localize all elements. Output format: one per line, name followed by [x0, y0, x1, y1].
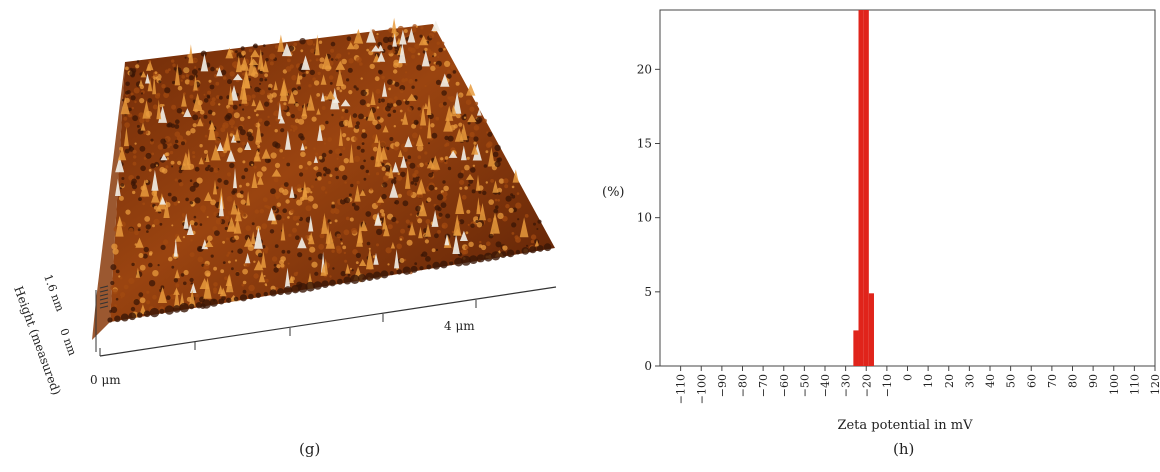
x-tick-label: −100 [695, 374, 708, 404]
afm-surface-side [92, 62, 125, 340]
plot-frame [659, 9, 1156, 367]
x-tick-label: −80 [737, 374, 750, 397]
y-tick-label: 15 [637, 137, 652, 151]
caption-h: (h) [893, 440, 915, 458]
caption-g: (g) [299, 440, 321, 458]
x-tick-label: −40 [819, 374, 832, 397]
y-tick-label: 0 [644, 359, 652, 373]
x-tick-label: 20 [943, 374, 956, 388]
x-tick-label: 10 [922, 374, 935, 388]
bar [858, 10, 864, 366]
x-tick-label: 30 [963, 374, 976, 388]
x-tick-label: −70 [757, 374, 770, 397]
x-tick-label: 120 [1149, 374, 1160, 395]
x-tick-label: 40 [984, 374, 997, 388]
y-axis-label: (%) [602, 185, 625, 200]
afm-x-axis [99, 286, 557, 357]
y-tick-label: 20 [637, 62, 652, 76]
x-tick-label: 50 [1005, 374, 1018, 388]
x-tick-label: −30 [840, 374, 853, 397]
bar [868, 293, 874, 366]
bar-series [853, 10, 874, 366]
x-tick-label: 100 [1108, 374, 1121, 395]
y-tick-label: 5 [644, 285, 652, 299]
afm-surface-texture [107, 17, 552, 323]
x-tick-label: 90 [1087, 374, 1100, 388]
x-tick-label: −110 [675, 374, 688, 404]
x-axis-ticks: −110 −100 −90 −80 −70 −60 −50 −40 −30 −20 −10 0 10 20… [675, 366, 1160, 404]
height-scale-ticks [99, 285, 109, 309]
x-tick-label: 110 [1128, 374, 1141, 395]
chart-frame [659, 9, 1156, 367]
x-tick-label: −10 [881, 374, 894, 397]
x-tick-label: −50 [798, 374, 811, 397]
afm-x-tick-label-0: 0 μm [90, 373, 121, 387]
y-tick-label: 10 [637, 211, 652, 225]
afm-surface-panel: 0 μm 4 μm 1.6 nm 0 nm Height (measured) [11, 17, 557, 397]
x-tick-label: 70 [1046, 374, 1059, 388]
x-tick-label: −90 [716, 374, 729, 397]
afm-x-tick-label-4: 4 μm [444, 319, 475, 333]
x-tick-label: 0 [902, 374, 915, 381]
x-tick-label: 80 [1067, 374, 1080, 388]
x-tick-label: 60 [1025, 374, 1038, 388]
x-axis-label: Zeta potential in mV [837, 418, 973, 433]
bar [853, 330, 859, 366]
x-tick-label: −20 [860, 374, 873, 397]
x-tick-label: −60 [778, 374, 791, 397]
y-axis-ticks: 0 5 10 15 20 [637, 62, 660, 373]
bar [863, 10, 869, 366]
